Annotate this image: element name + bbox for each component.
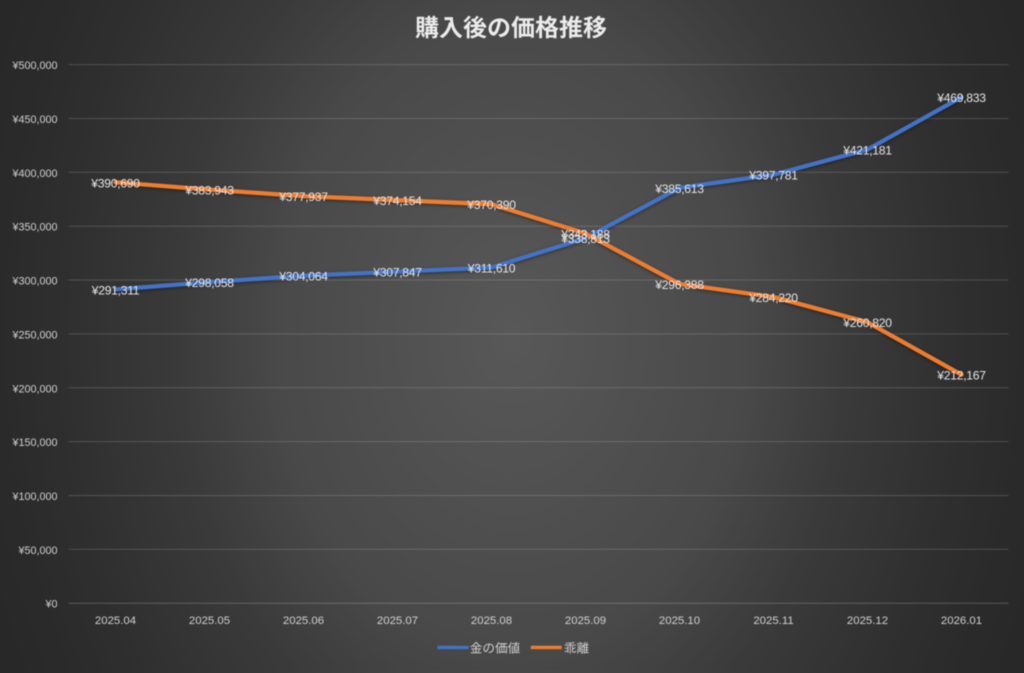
svg-text:¥296,388: ¥296,388 <box>654 278 704 292</box>
svg-text:¥291,311: ¥291,311 <box>91 283 140 297</box>
svg-text:¥150,000: ¥150,000 <box>11 437 57 449</box>
svg-text:¥338,813: ¥338,813 <box>560 232 610 246</box>
svg-text:2025.12: 2025.12 <box>847 615 888 627</box>
svg-text:¥397,781: ¥397,781 <box>748 169 798 183</box>
svg-text:¥421,181: ¥421,181 <box>842 144 892 158</box>
svg-text:2025.06: 2025.06 <box>283 615 324 627</box>
svg-text:¥260,820: ¥260,820 <box>842 316 892 330</box>
svg-text:¥374,154: ¥374,154 <box>372 194 422 208</box>
svg-text:¥100,000: ¥100,000 <box>11 491 57 503</box>
svg-text:¥311,610: ¥311,610 <box>467 262 516 276</box>
svg-text:¥307,847: ¥307,847 <box>372 266 422 280</box>
svg-text:2025.05: 2025.05 <box>189 615 230 627</box>
svg-text:2025.09: 2025.09 <box>565 615 606 627</box>
svg-text:¥370,390: ¥370,390 <box>466 198 516 212</box>
svg-text:¥450,000: ¥450,000 <box>11 114 57 126</box>
svg-text:¥298,058: ¥298,058 <box>184 276 234 290</box>
svg-text:¥385,613: ¥385,613 <box>654 182 704 196</box>
svg-text:¥500,000: ¥500,000 <box>11 60 57 72</box>
svg-text:¥469,833: ¥469,833 <box>936 91 986 105</box>
svg-text:2025.10: 2025.10 <box>659 615 700 627</box>
svg-text:¥284,220: ¥284,220 <box>748 291 798 305</box>
svg-text:2025.08: 2025.08 <box>471 615 512 627</box>
svg-text:¥400,000: ¥400,000 <box>11 168 57 180</box>
svg-text:¥343,188: ¥343,188 <box>560 228 610 242</box>
svg-text:¥200,000: ¥200,000 <box>11 383 57 395</box>
svg-text:¥304,064: ¥304,064 <box>278 270 328 284</box>
svg-text:¥377,937: ¥377,937 <box>278 190 328 204</box>
svg-text:¥383,943: ¥383,943 <box>184 184 234 198</box>
svg-text:2026.01: 2026.01 <box>941 615 982 627</box>
svg-text:¥0: ¥0 <box>44 599 57 611</box>
svg-text:2025.04: 2025.04 <box>95 615 136 627</box>
svg-text:¥390,690: ¥390,690 <box>90 176 140 190</box>
svg-text:2025.07: 2025.07 <box>377 615 418 627</box>
svg-text:¥300,000: ¥300,000 <box>11 276 57 288</box>
svg-text:¥212,167: ¥212,167 <box>936 369 986 383</box>
svg-text:¥250,000: ¥250,000 <box>11 329 57 341</box>
svg-text:¥50,000: ¥50,000 <box>17 545 57 557</box>
svg-text:¥350,000: ¥350,000 <box>11 222 57 234</box>
svg-text:2025.11: 2025.11 <box>753 615 793 627</box>
